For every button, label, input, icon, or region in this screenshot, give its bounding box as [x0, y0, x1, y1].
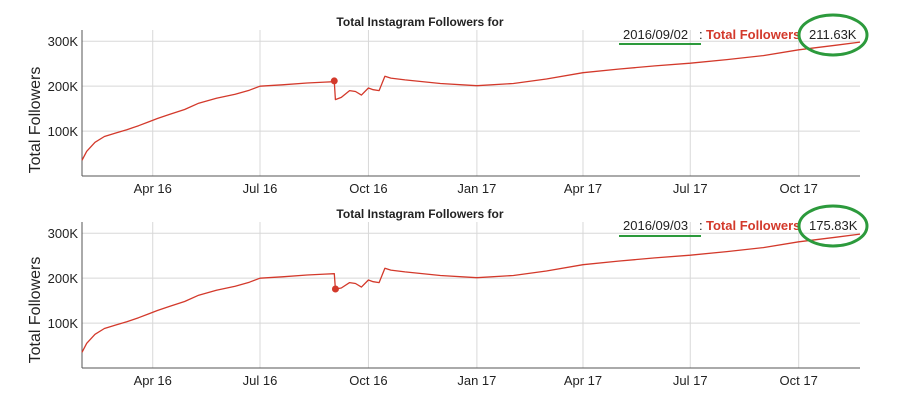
tooltip-value: 211.63K [809, 27, 857, 42]
followers-series-line [81, 233, 861, 353]
tooltip: 2016/09/03 : Total Followers 175.83K [619, 204, 869, 248]
y-tick-label: 200K [48, 271, 79, 286]
tooltip-separator: : [699, 218, 703, 233]
x-tick-label: Apr 16 [134, 181, 172, 196]
x-tick-label: Jul 16 [243, 181, 278, 196]
tooltip-date: 2016/09/02 [623, 27, 688, 42]
x-tick-label: Oct 17 [780, 181, 818, 196]
x-tick-label: Jan 17 [457, 373, 496, 388]
chart-panel-1: 100K 200K 300K Apr 16 Jul 16 Oct 16 Jan 17 Apr … [27, 13, 869, 196]
tooltip-value: 175.83K [809, 218, 858, 233]
y-tick-label: 200K [48, 79, 79, 94]
plot-area: 100K 200K 300K Apr 16 Jul 16 Oct 16 Jan 17 Apr … [48, 222, 861, 388]
chart-title: Total Instagram Followers for [336, 207, 503, 221]
tooltip-date: 2016/09/03 [623, 218, 688, 233]
tooltip-series-label: Total Followers [706, 27, 800, 42]
plot-area: 100K 200K 300K Apr 16 Jul 16 Oct 16 Jan 17 Apr … [48, 30, 861, 196]
x-tick-label: Apr 16 [134, 373, 172, 388]
x-tick-label: Oct 17 [780, 373, 818, 388]
y-tick-label: 300K [48, 34, 79, 49]
x-tick-label: Oct 16 [349, 373, 387, 388]
x-tick-label: Jul 17 [673, 181, 708, 196]
x-tick-label: Apr 17 [564, 181, 602, 196]
followers-series-line [81, 41, 861, 161]
value-highlight-circle [797, 204, 869, 248]
x-tick-label: Jul 16 [243, 373, 278, 388]
y-axis-label: Total Followers [27, 257, 44, 364]
tooltip: 2016/09/02 : Total Followers 211.63K [619, 13, 869, 57]
chart-panel-2: 100K 200K 300K Apr 16 Jul 16 Oct 16 Jan 17 Apr … [27, 204, 869, 388]
x-tick-label: Jul 17 [673, 373, 708, 388]
y-tick-label: 100K [48, 316, 79, 331]
tooltip-separator: : [699, 27, 703, 42]
tooltip-series-label: Total Followers [706, 218, 800, 233]
x-tick-label: Oct 16 [349, 181, 387, 196]
value-highlight-circle [797, 13, 869, 57]
x-tick-label: Apr 17 [564, 373, 602, 388]
y-tick-label: 300K [48, 226, 79, 241]
y-axis-label: Total Followers [27, 67, 44, 174]
hover-marker-point[interactable] [330, 77, 338, 85]
chart-title: Total Instagram Followers for [336, 15, 503, 29]
hover-marker-point[interactable] [331, 285, 339, 293]
y-tick-label: 100K [48, 124, 79, 139]
x-tick-label: Jan 17 [457, 181, 496, 196]
